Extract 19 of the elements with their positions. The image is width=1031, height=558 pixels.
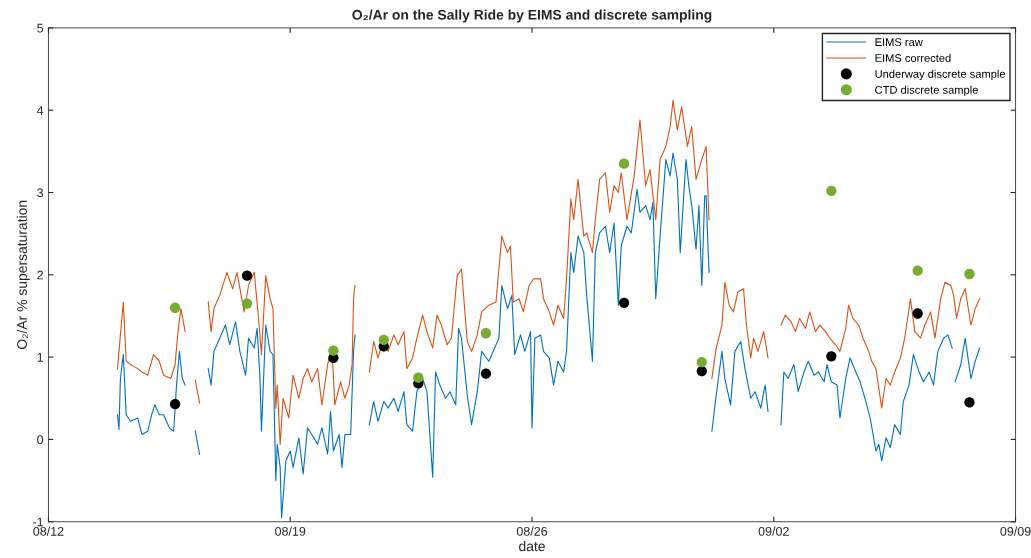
y-tick-label: 1: [37, 353, 43, 362]
x-axis-title: date: [519, 541, 545, 552]
legend-label: EIMS raw: [875, 38, 923, 47]
legend-label: CTD discrete sample: [875, 85, 978, 96]
y-tick-label: 5: [37, 23, 44, 33]
y-tick-label: -1: [33, 517, 43, 527]
x-tick-label: 09/09: [1000, 526, 1031, 536]
y-tick-label: 4: [36, 106, 44, 115]
x-tick-label: 08/19: [275, 526, 306, 536]
x-tick-label: 09/02: [758, 526, 789, 536]
y-tick-label: 0: [37, 435, 44, 445]
x-tick-label: 08/26: [516, 526, 548, 536]
y-tick-label: 3: [37, 188, 44, 198]
y-tick-label: 2: [37, 270, 43, 280]
y-axis-title: O₂/Ar % supersaturation: [16, 200, 30, 350]
legend-label: EIMS corrected: [875, 53, 951, 62]
x-tick-label: 08/12: [33, 526, 64, 536]
legend-label: Underway discrete sample: [875, 69, 1006, 81]
chart-title: O₂/Ar on the Sally Ride by EIMS and discrete sampling: [352, 9, 712, 23]
